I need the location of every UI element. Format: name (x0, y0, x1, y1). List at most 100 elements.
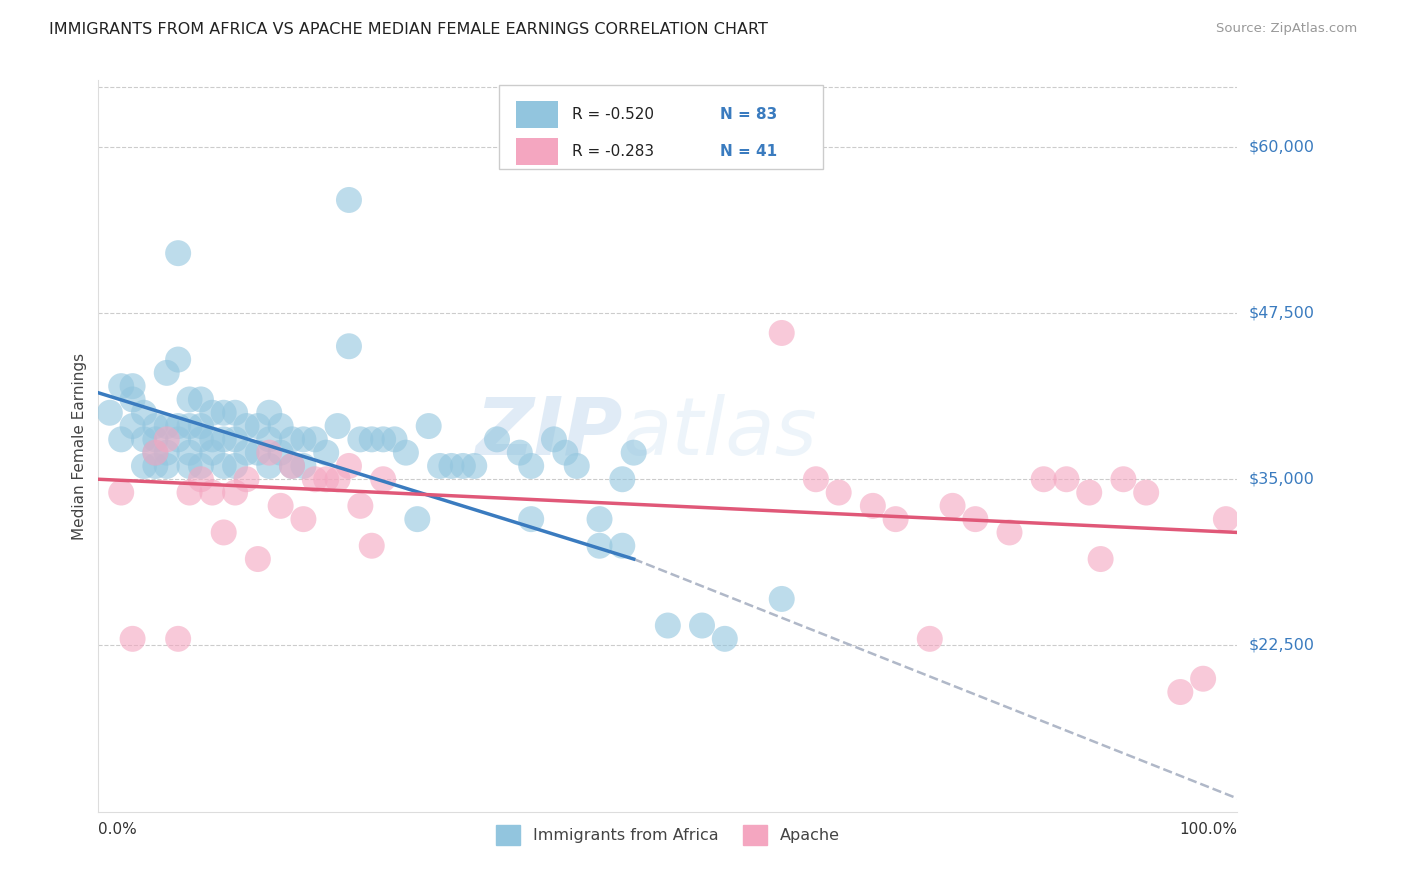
Point (259, 433, 281, 447)
Point (326, 419, 349, 434)
Point (110, 379, 132, 393)
Point (1090, 552, 1112, 566)
Point (440, 458, 463, 473)
Point (360, 539, 382, 553)
Point (167, 433, 190, 447)
Point (418, 419, 440, 434)
Point (828, 485, 851, 500)
Point (509, 445, 531, 459)
Point (770, 326, 793, 340)
Point (1056, 472, 1078, 486)
Text: 0.0%: 0.0% (98, 822, 138, 838)
Point (212, 433, 235, 447)
Point (1078, 485, 1101, 500)
Point (167, 352, 190, 367)
Point (292, 433, 315, 447)
Point (156, 433, 179, 447)
Point (145, 433, 167, 447)
Point (167, 246, 190, 260)
Point (1032, 472, 1054, 486)
Point (304, 433, 326, 447)
Point (270, 419, 292, 434)
Point (190, 392, 212, 407)
Point (156, 366, 179, 380)
Point (201, 485, 224, 500)
Point (884, 512, 907, 526)
Point (588, 539, 610, 553)
Point (224, 485, 246, 500)
Point (235, 419, 257, 434)
Point (212, 406, 235, 420)
Text: IMMIGRANTS FROM AFRICA VS APACHE MEDIAN FEMALE EARNINGS CORRELATION CHART: IMMIGRANTS FROM AFRICA VS APACHE MEDIAN … (49, 22, 768, 37)
Point (179, 419, 201, 434)
Point (384, 433, 406, 447)
Point (156, 445, 179, 459)
Point (246, 419, 269, 434)
Point (190, 419, 212, 434)
Point (349, 433, 371, 447)
Point (714, 632, 737, 646)
Point (110, 485, 132, 500)
Point (121, 632, 143, 646)
Point (224, 406, 246, 420)
Point (201, 406, 224, 420)
Point (132, 406, 155, 420)
Point (326, 472, 349, 486)
Point (167, 419, 190, 434)
Point (349, 499, 371, 513)
Point (486, 433, 509, 447)
Point (612, 472, 634, 486)
Point (554, 445, 576, 459)
Point (167, 632, 190, 646)
Text: R = -0.283: R = -0.283 (572, 144, 654, 159)
Point (201, 433, 224, 447)
Point (145, 419, 167, 434)
Point (337, 193, 360, 207)
Point (315, 472, 337, 486)
Point (246, 552, 269, 566)
Text: 100.0%: 100.0% (1180, 822, 1237, 838)
Point (281, 458, 304, 473)
Point (179, 445, 201, 459)
Point (259, 406, 281, 420)
Point (212, 458, 235, 473)
Point (270, 445, 292, 459)
Legend: Immigrants from Africa, Apache: Immigrants from Africa, Apache (489, 819, 846, 851)
Point (451, 458, 474, 473)
Point (463, 458, 485, 473)
Point (201, 445, 224, 459)
Text: ZIP: ZIP (475, 393, 623, 472)
Point (942, 499, 965, 513)
Point (429, 458, 451, 473)
Point (315, 445, 337, 459)
Point (1192, 672, 1215, 686)
Point (224, 458, 246, 473)
Point (156, 419, 179, 434)
Text: $60,000: $60,000 (1249, 139, 1315, 154)
Point (145, 458, 167, 473)
Y-axis label: Median Female Earnings: Median Female Earnings (72, 352, 87, 540)
Point (190, 458, 212, 473)
Point (862, 499, 884, 513)
Point (998, 525, 1021, 540)
Point (406, 512, 429, 526)
Point (292, 458, 315, 473)
Text: $47,500: $47,500 (1249, 306, 1315, 320)
Point (110, 433, 132, 447)
Point (965, 512, 987, 526)
Point (98, 406, 121, 420)
Point (224, 433, 246, 447)
Point (543, 433, 565, 447)
Text: Source: ZipAtlas.com: Source: ZipAtlas.com (1216, 22, 1357, 36)
Point (371, 472, 394, 486)
Point (918, 632, 941, 646)
Point (259, 445, 281, 459)
Point (121, 392, 143, 407)
Point (371, 433, 394, 447)
Point (179, 485, 201, 500)
Point (145, 445, 167, 459)
Point (156, 458, 179, 473)
Point (520, 458, 543, 473)
Point (190, 472, 212, 486)
Point (304, 472, 326, 486)
